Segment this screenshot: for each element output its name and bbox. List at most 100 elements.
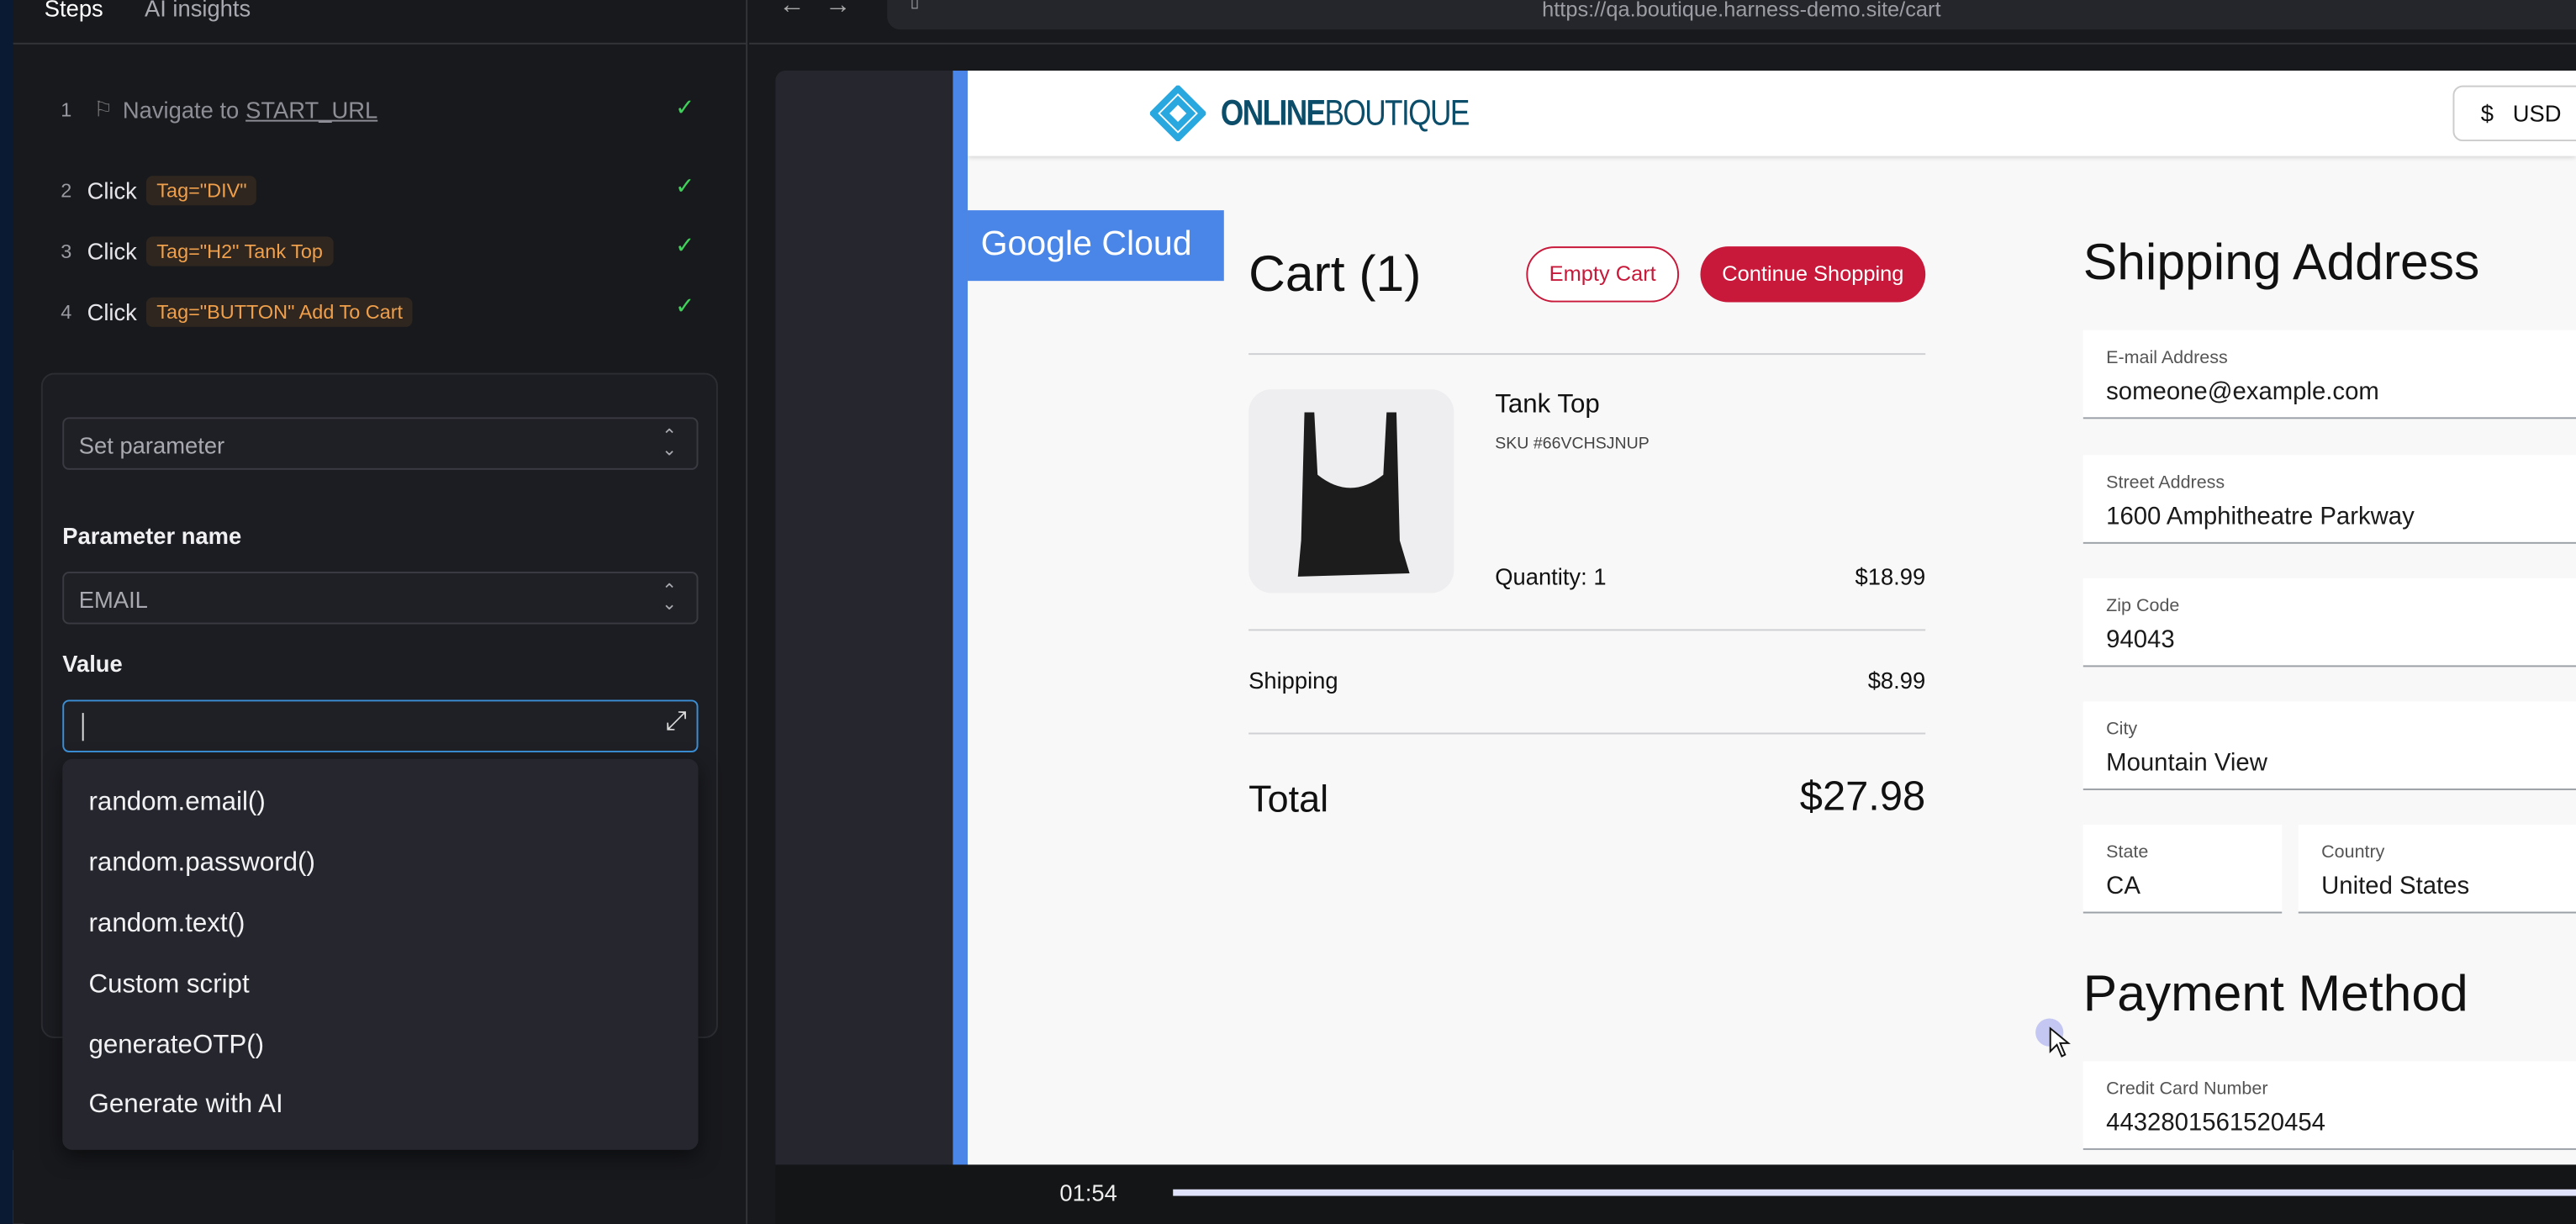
product-quantity: Quantity: 1 [1495,563,1607,590]
shipping-price: $8.99 [1867,667,1926,694]
tank-top-image [1297,412,1410,577]
field-value: United States [2321,872,2470,900]
field-label: Country [2321,842,2385,863]
parameter-name-label: Parameter name [62,522,242,549]
step-action: Navigate to [122,97,240,124]
product-image[interactable] [1248,389,1454,594]
product-price: $18.99 [1855,563,1926,590]
suggestion-generate-ai[interactable]: Generate with AI [88,1090,283,1119]
check-icon: ✓ [675,231,695,258]
web-page: ONLINEBOUTIQUE $ USD Google Cloud Cart (… [967,71,2576,1165]
product-name[interactable]: Tank Top [1495,391,1600,419]
shipping-label: Shipping [1248,667,1338,694]
cursor-icon [2049,1026,2071,1058]
city-field[interactable]: City Mountain View [2082,701,2576,790]
viewport-margin [775,71,953,1165]
step-number: 2 [61,178,72,203]
continue-shopping-button[interactable]: Continue Shopping [1700,246,1926,303]
divider [1248,353,1926,356]
field-value: Mountain View [2106,749,2267,778]
url-bar[interactable]: ▯ https://qa.boutique.harness-demo.site/… [887,0,2576,30]
action-select-value: Set parameter [78,431,225,459]
playback-bar: 01:54 [775,1164,2576,1224]
suggestion-random-email[interactable]: random.email() [88,788,266,817]
chevron-updown-icon: ⌃ ⌄ [662,581,678,615]
value-input[interactable]: ⤢ [62,699,699,752]
playback-progress-slider[interactable] [1173,1189,2576,1196]
start-url-link[interactable]: START_URL [245,97,378,124]
field-value: someone@example.com [2106,377,2379,406]
payment-method-title: Payment Method [2082,964,2468,1022]
field-label: Street Address [2106,472,2225,493]
field-value: 94043 [2106,625,2175,654]
text-cursor [82,713,84,741]
divider [749,42,2576,45]
highlight-stripe [953,71,968,1165]
chevron-updown-icon: ⌃ ⌄ [662,427,678,461]
state-field[interactable]: State CA [2082,824,2283,914]
field-label: E-mail Address [2106,348,2228,368]
parameter-name-select[interactable]: EMAIL ⌃ ⌄ [62,572,699,625]
step-2[interactable]: 2 Click Tag="DIV" [61,174,257,207]
tab-ai-insights[interactable]: AI insights [144,0,251,22]
field-value: 4432801561520454 [2106,1109,2325,1137]
field-label: State [2106,842,2149,863]
forward-icon[interactable]: → [824,0,852,20]
field-label: City [2106,719,2138,740]
step-action: Click [87,177,137,204]
cart-title: Cart (1) [1248,245,1422,303]
product-sku: SKU #66VCHSJNUP [1495,435,1650,454]
app-rail [0,0,13,1224]
step-3[interactable]: 3 Click Tag="H2" Tank Top [61,235,333,267]
parameter-name-value: EMAIL [78,586,148,613]
step-tag: Tag="BUTTON" Add To Cart [146,297,413,327]
lock-icon: ▯ [910,0,920,12]
shipping-address-title: Shipping Address [2082,233,2480,291]
suggestion-custom-script[interactable]: Custom script [88,970,250,1000]
logo-icon [1149,85,1206,142]
step-action: Click [87,238,137,265]
credit-card-field[interactable]: Credit Card Number 4432801561520454 [2082,1061,2576,1150]
currency-select[interactable]: $ USD [2452,85,2576,142]
back-icon[interactable]: ← [779,0,805,20]
suggestion-random-text[interactable]: random.text() [88,910,245,938]
step-1[interactable]: 1 ⚐ Navigate to START_URL [61,93,377,126]
currency-value: USD [2512,100,2562,127]
url-text: https://qa.boutique.harness-demo.site/ca… [1542,0,1941,22]
expand-icon[interactable]: ⤢ [665,708,687,736]
field-label: Credit Card Number [2106,1079,2268,1100]
check-icon: ✓ [675,292,695,319]
divider [1248,732,1926,735]
step-number: 1 [61,98,72,122]
divider [1248,629,1926,631]
step-tag: Tag="DIV" [146,176,257,206]
country-field[interactable]: Country United States [2298,824,2576,914]
step-number: 3 [61,240,72,263]
empty-cart-button[interactable]: Empty Cart [1526,246,1680,303]
divider [13,42,748,45]
street-address-field[interactable]: Street Address 1600 Amphitheatre Parkway [2082,455,2576,544]
total-label: Total [1248,777,1329,820]
step-tag: Tag="H2" Tank Top [146,236,333,266]
field-label: Zip Code [2106,596,2180,616]
zip-code-field[interactable]: Zip Code 94043 [2082,578,2576,667]
step-4[interactable]: 4 Click Tag="BUTTON" Add To Cart [61,296,413,329]
playback-time: 01:54 [1059,1179,1117,1206]
site-logo[interactable]: ONLINEBOUTIQUE [1220,92,1470,134]
total-price: $27.98 [1799,773,1926,820]
tab-steps[interactable]: Steps [44,0,103,22]
suggestion-generate-otp[interactable]: generateOTP() [88,1031,265,1060]
check-icon: ✓ [675,172,695,199]
action-select[interactable]: Set parameter ⌃ ⌄ [62,417,699,470]
email-field[interactable]: E-mail Address someone@example.com [2082,330,2576,419]
step-number: 4 [61,300,72,324]
field-value: 1600 Amphitheatre Parkway [2106,502,2415,531]
site-header: ONLINEBOUTIQUE $ USD [967,71,2576,156]
field-value: CA [2106,872,2141,900]
browser-replay: ← → ▯ https://qa.boutique.harness-demo.s… [749,0,2576,1224]
flag-icon: ⚐ [93,97,113,122]
suggestion-random-password[interactable]: random.password() [88,849,315,878]
google-cloud-banner: Google Cloud [967,210,1224,282]
step-action: Click [87,298,137,325]
steps-panel: Steps AI insights 1 ⚐ Navigate to START_… [13,0,748,1224]
